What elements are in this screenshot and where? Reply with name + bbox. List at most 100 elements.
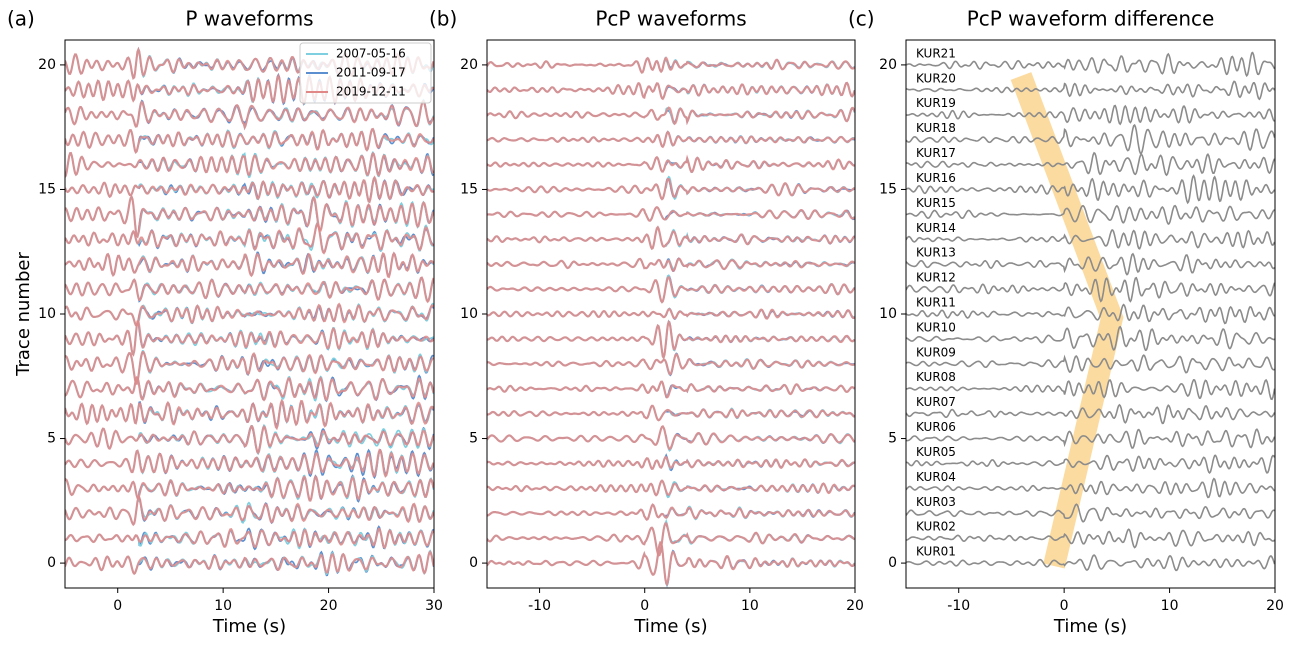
y-tick-label: 15 bbox=[879, 181, 897, 197]
waveform bbox=[65, 376, 434, 402]
x-tick-label: 0 bbox=[1060, 598, 1069, 614]
waveform bbox=[906, 554, 1275, 572]
waveform bbox=[906, 104, 1275, 126]
x-tick-label: -10 bbox=[947, 598, 970, 614]
chart-title: P waveforms bbox=[185, 7, 313, 31]
x-tick-label: 20 bbox=[1266, 598, 1284, 614]
waveform bbox=[487, 479, 855, 497]
waveform bbox=[906, 51, 1275, 78]
station-label: KUR09 bbox=[916, 345, 956, 359]
waveform bbox=[487, 540, 855, 587]
chart-title: PcP waveforms bbox=[595, 7, 746, 31]
x-tick-label: 10 bbox=[214, 598, 232, 614]
waveform bbox=[906, 123, 1275, 155]
y-tick-label: 10 bbox=[879, 306, 897, 322]
station-label: KUR01 bbox=[916, 545, 956, 559]
waveform bbox=[487, 319, 855, 361]
waveform bbox=[906, 503, 1275, 523]
waveform bbox=[487, 380, 855, 399]
station-label: KUR03 bbox=[916, 495, 956, 509]
plot-frame bbox=[486, 39, 856, 589]
waveform bbox=[65, 448, 434, 478]
station-label: KUR16 bbox=[916, 171, 956, 185]
waveform bbox=[487, 352, 855, 376]
station-label: KUR13 bbox=[916, 246, 956, 260]
waveform bbox=[65, 194, 434, 239]
station-label: KUR12 bbox=[916, 271, 956, 285]
waveform bbox=[65, 251, 434, 279]
waveform bbox=[906, 229, 1275, 250]
y-tick-label: 10 bbox=[38, 306, 56, 322]
waveform bbox=[906, 354, 1275, 374]
y-tick-label: 0 bbox=[47, 555, 56, 571]
waveform bbox=[487, 225, 855, 251]
waveform bbox=[906, 428, 1275, 449]
station-label: KUR17 bbox=[916, 146, 956, 160]
waveform bbox=[487, 130, 855, 149]
station-label: KUR02 bbox=[916, 520, 956, 534]
waveform bbox=[906, 151, 1275, 177]
x-tick-label: -10 bbox=[528, 598, 551, 614]
panel-label: (b) bbox=[429, 7, 457, 31]
waveform bbox=[65, 151, 434, 178]
legend-box bbox=[299, 42, 432, 104]
waveform bbox=[65, 424, 434, 455]
legend-label: 2019-12-11 bbox=[336, 85, 406, 99]
y-tick-label: 20 bbox=[879, 57, 897, 73]
traces bbox=[906, 51, 1275, 572]
waveform bbox=[65, 527, 434, 550]
station-label: KUR08 bbox=[916, 370, 956, 384]
y-tick-label: 10 bbox=[460, 306, 478, 322]
plot-frame bbox=[64, 39, 435, 589]
waveform bbox=[487, 154, 855, 173]
x-tick-label: 10 bbox=[741, 598, 759, 614]
waveform bbox=[487, 81, 855, 101]
waveform bbox=[906, 378, 1275, 401]
waveform bbox=[906, 477, 1275, 499]
waveform bbox=[487, 456, 855, 470]
y-tick-label: 5 bbox=[888, 431, 897, 447]
waveform bbox=[487, 257, 855, 272]
panel-label: (a) bbox=[7, 7, 35, 31]
traces bbox=[487, 56, 855, 588]
waveform bbox=[487, 424, 855, 451]
waveform bbox=[487, 275, 855, 304]
x-tick-label: 0 bbox=[113, 598, 122, 614]
x-tick-label: 0 bbox=[640, 598, 649, 614]
waveform bbox=[65, 550, 434, 576]
waveform bbox=[906, 276, 1275, 303]
waveform bbox=[487, 404, 855, 422]
waveform bbox=[906, 454, 1275, 475]
chart-title: PcP waveform difference bbox=[967, 7, 1215, 31]
station-label: KUR11 bbox=[916, 296, 956, 310]
y-tick-label: 5 bbox=[47, 431, 56, 447]
station-label: KUR21 bbox=[916, 46, 956, 60]
waveform bbox=[906, 325, 1275, 352]
y-tick-label: 20 bbox=[38, 57, 56, 73]
traces bbox=[65, 46, 434, 577]
waveform bbox=[487, 56, 855, 74]
waveform bbox=[487, 307, 855, 320]
waveform bbox=[487, 106, 855, 126]
y-tick-label: 0 bbox=[469, 555, 478, 571]
waveform bbox=[906, 403, 1275, 425]
station-label: KUR07 bbox=[916, 395, 956, 409]
legend-label: 2007-05-16 bbox=[336, 47, 406, 61]
waveform bbox=[487, 503, 855, 521]
station-label: KUR06 bbox=[916, 420, 956, 434]
legend-label: 2011-09-17 bbox=[336, 66, 406, 80]
waveform bbox=[65, 475, 434, 502]
waveform bbox=[65, 175, 434, 204]
x-tick-label: 20 bbox=[846, 598, 864, 614]
waveform bbox=[487, 205, 855, 222]
station-label: KUR18 bbox=[916, 121, 956, 135]
waveform bbox=[65, 398, 434, 431]
waveform bbox=[65, 127, 434, 155]
waveform bbox=[65, 302, 434, 327]
station-label: KUR15 bbox=[916, 196, 956, 210]
y-tick-label: 15 bbox=[460, 181, 478, 197]
x-tick-label: 10 bbox=[1161, 598, 1179, 614]
waveform bbox=[65, 350, 434, 386]
waveform bbox=[906, 303, 1275, 325]
